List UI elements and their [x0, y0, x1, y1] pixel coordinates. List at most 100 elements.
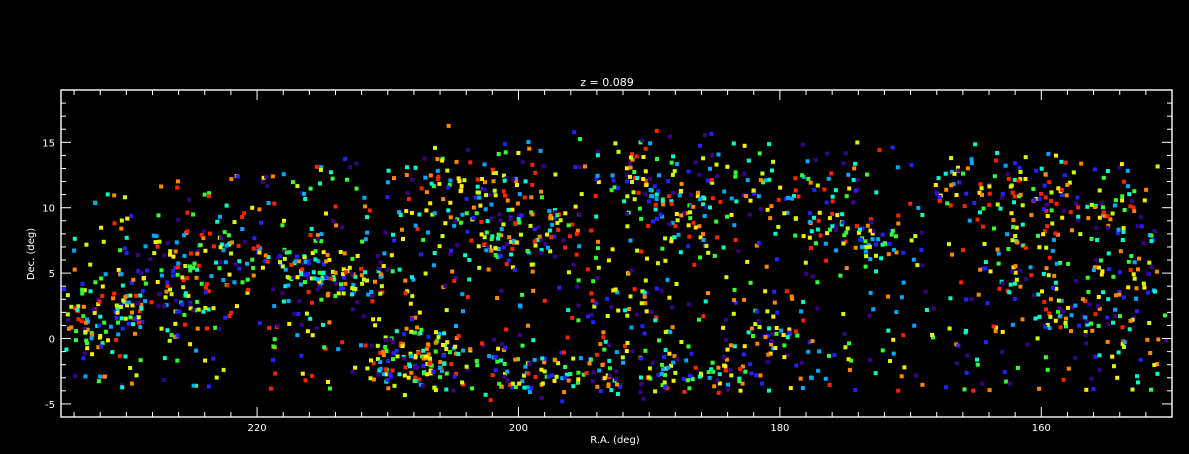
galaxy-point [203, 248, 208, 253]
galaxy-point [169, 333, 174, 338]
galaxy-point [663, 348, 668, 353]
galaxy-point [446, 208, 451, 213]
galaxy-point [791, 194, 796, 198]
galaxy-point [227, 272, 232, 277]
galaxy-point [1047, 326, 1052, 331]
galaxy-point [562, 390, 567, 395]
galaxy-point [868, 217, 873, 222]
galaxy-point [443, 283, 448, 288]
galaxy-point [588, 357, 593, 362]
galaxy-point [715, 174, 720, 178]
galaxy-point [937, 198, 942, 203]
galaxy-point [232, 220, 237, 225]
galaxy-point [492, 188, 497, 193]
galaxy-point [496, 247, 501, 251]
galaxy-point [1048, 314, 1053, 319]
galaxy-point [1044, 208, 1049, 213]
galaxy-point [412, 330, 417, 335]
galaxy-point [994, 325, 998, 330]
galaxy-point [501, 245, 506, 250]
galaxy-point [531, 338, 536, 343]
galaxy-point [334, 223, 339, 228]
galaxy-point [486, 267, 491, 272]
galaxy-point [300, 371, 305, 376]
galaxy-point [452, 278, 457, 283]
galaxy-point [572, 130, 577, 135]
galaxy-point [349, 271, 354, 276]
galaxy-point [648, 176, 653, 181]
galaxy-point [987, 191, 992, 196]
galaxy-point [69, 304, 74, 309]
galaxy-point [256, 244, 261, 249]
galaxy-point [1092, 167, 1097, 172]
galaxy-point [259, 220, 263, 225]
galaxy-point [463, 253, 468, 258]
galaxy-point [240, 215, 245, 219]
galaxy-point [583, 164, 587, 169]
galaxy-point [566, 270, 571, 275]
galaxy-point [1116, 350, 1121, 355]
galaxy-point [428, 368, 433, 373]
galaxy-point [445, 340, 450, 345]
galaxy-point [435, 168, 440, 173]
galaxy-point [832, 353, 837, 358]
galaxy-point [1105, 339, 1110, 344]
galaxy-point [493, 354, 498, 359]
galaxy-point [328, 276, 333, 281]
galaxy-point [410, 317, 415, 322]
galaxy-point [471, 205, 476, 210]
galaxy-point [793, 329, 798, 334]
galaxy-point [418, 331, 423, 336]
galaxy-point [474, 195, 478, 200]
galaxy-point [1025, 342, 1030, 347]
galaxy-point [187, 264, 192, 269]
galaxy-point [742, 297, 747, 302]
galaxy-point [381, 264, 386, 268]
galaxy-point [808, 246, 813, 251]
galaxy-point [767, 142, 772, 147]
galaxy-point [169, 292, 174, 297]
galaxy-point [640, 138, 645, 143]
galaxy-point [489, 248, 494, 253]
galaxy-point [350, 369, 355, 374]
galaxy-point [75, 307, 80, 312]
galaxy-point [716, 152, 721, 157]
galaxy-point [718, 199, 723, 204]
galaxy-point [783, 333, 788, 338]
galaxy-point [663, 330, 668, 335]
galaxy-point [136, 315, 141, 320]
galaxy-point [451, 388, 456, 393]
galaxy-point [754, 309, 759, 314]
galaxy-point [887, 242, 892, 246]
galaxy-point [977, 210, 982, 215]
galaxy-point [978, 182, 983, 187]
galaxy-point [578, 165, 583, 170]
galaxy-point [923, 289, 928, 294]
galaxy-point [983, 260, 988, 265]
galaxy-point [728, 367, 733, 372]
galaxy-point [1042, 229, 1047, 234]
galaxy-point [708, 166, 712, 171]
galaxy-point [625, 179, 630, 184]
galaxy-point [667, 134, 672, 139]
galaxy-point [849, 358, 854, 363]
galaxy-point [607, 343, 612, 348]
galaxy-point [1058, 314, 1063, 319]
galaxy-point [1064, 316, 1068, 321]
galaxy-point [499, 227, 504, 232]
galaxy-point [964, 191, 969, 196]
galaxy-point [325, 293, 330, 298]
galaxy-point [207, 191, 212, 196]
galaxy-point [662, 355, 666, 359]
galaxy-point [853, 245, 858, 250]
galaxy-point [501, 348, 506, 353]
galaxy-point [195, 251, 200, 256]
galaxy-point [440, 234, 445, 239]
galaxy-point [933, 183, 938, 187]
galaxy-point [934, 189, 938, 194]
galaxy-point [559, 350, 564, 355]
galaxy-point [760, 171, 765, 176]
galaxy-point [684, 358, 689, 363]
x-tick-label: 200 [509, 423, 528, 434]
